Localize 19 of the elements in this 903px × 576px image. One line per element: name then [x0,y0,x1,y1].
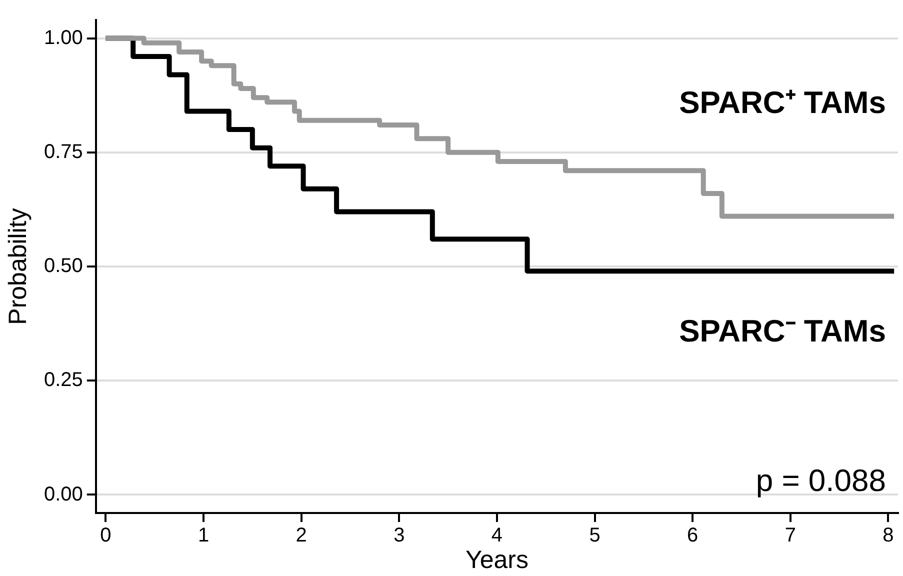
x-tick-label: 1 [198,524,210,547]
y-tick-label: 0.75 [44,140,83,163]
y-tick-label: 0.25 [44,369,83,392]
x-tick-label: 5 [589,524,600,547]
series-label: SPARC⁻ TAMs [679,314,886,349]
annotation: p = 0.088 [756,463,886,498]
x-tick-label: 3 [394,524,405,547]
x-axis-title: Years [465,546,528,574]
y-tick-label: 1.00 [44,26,83,49]
x-tick-label: 0 [100,524,112,547]
x-tick-label: 8 [882,524,894,547]
y-tick-label: 0.00 [44,483,83,506]
x-tick-label: 2 [296,524,307,547]
x-tick-label: 7 [784,524,796,547]
x-tick-label: 6 [687,524,698,547]
y-tick-label: 0.50 [44,255,83,278]
y-axis-title: Probability [4,208,32,325]
series-label: SPARC⁺ TAMs [679,84,886,120]
x-tick-label: 4 [491,524,503,547]
